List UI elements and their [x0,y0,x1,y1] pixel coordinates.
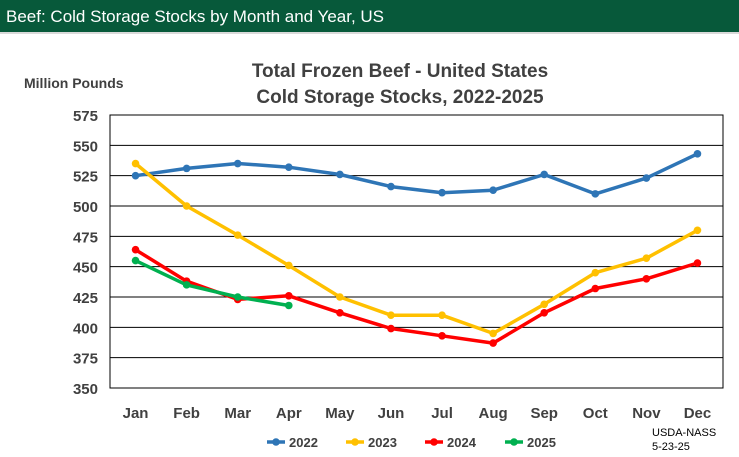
data-point-2024 [591,284,600,293]
data-point-2024 [540,308,549,317]
y-axis-label: Million Pounds [24,75,124,91]
x-tick-label: Jan [123,405,149,422]
plot-frame [109,114,724,389]
data-point-2024 [642,275,651,283]
source-date: 5-23-25 [652,441,690,453]
data-point-2022 [642,174,651,182]
data-point-2022 [182,164,191,173]
data-point-2025 [233,293,242,301]
data-point-2024 [284,291,293,300]
x-tick-label: Oct [583,405,608,422]
legend-marker-2025 [510,438,518,446]
data-point-2024 [387,324,395,333]
data-point-2022 [284,163,293,171]
y-tick-label: 400 [73,320,98,337]
source-note: USDA-NASS 5-23-25 [652,426,716,454]
header-banner: Beef: Cold Storage Stocks by Month and Y… [0,0,739,34]
data-point-2022 [489,186,497,195]
legend-label-2023: 2023 [368,435,397,450]
data-point-2024 [336,308,344,317]
data-point-2024 [438,332,446,340]
legend-label-2024: 2024 [447,435,477,450]
y-tick-label: 575 [73,108,98,125]
data-point-2025 [131,256,140,265]
x-tick-label: Mar [224,405,251,422]
x-tick-label: Sep [530,405,558,422]
y-tick-label: 500 [73,199,98,216]
series-line-2025 [133,258,291,308]
y-tick-label: 425 [73,290,98,307]
x-tick-label: Jul [431,405,453,422]
data-point-2022 [438,188,446,197]
y-tick-label: 350 [73,381,98,398]
legend-label-2025: 2025 [527,435,556,450]
chart-subtitle: Cold Storage Stocks, 2022-2025 [256,87,544,108]
data-point-2025 [284,301,293,310]
x-tick-label: May [325,405,355,422]
data-point-2023 [693,226,702,235]
x-tick-label: Aug [479,405,508,422]
data-point-2023 [336,293,344,301]
legend-label-2022: 2022 [289,435,318,450]
data-point-2022 [693,150,702,158]
series-line-2022 [133,152,700,196]
data-point-2023 [284,261,293,270]
y-tick-label: 550 [73,138,98,155]
x-tick-label: Dec [684,405,712,422]
data-point-2024 [693,259,702,267]
data-point-2023 [540,300,549,309]
y-tick-label: 475 [73,229,98,246]
x-tick-label: Jun [378,405,405,422]
data-point-2023 [591,268,600,277]
legend-marker-2022 [272,438,280,446]
data-point-2023 [131,159,140,168]
data-point-2023 [489,329,497,338]
chart-title: Total Frozen Beef - United States [251,61,549,82]
data-point-2022 [387,182,395,191]
data-point-2025 [182,281,191,289]
data-point-2024 [489,339,497,347]
data-point-2022 [131,171,140,180]
source-agency: USDA-NASS [652,427,717,439]
series-line-2023 [133,161,700,336]
data-point-2022 [233,159,242,168]
data-point-2023 [438,311,446,320]
x-tick-label: Nov [632,405,661,422]
legend-marker-2023 [351,438,359,446]
data-point-2023 [387,311,395,320]
y-tick-label: 525 [73,169,98,186]
data-point-2022 [336,170,344,179]
header-title: Beef: Cold Storage Stocks by Month and Y… [6,7,385,26]
data-point-2024 [131,245,140,254]
y-tick-label: 450 [73,260,98,277]
x-tick-label: Feb [173,405,200,422]
data-point-2022 [591,190,600,198]
legend-marker-2024 [430,438,438,446]
data-point-2022 [540,170,549,179]
x-tick-label: Apr [276,405,302,422]
data-point-2023 [233,231,242,239]
series-line-2024 [133,247,700,345]
data-point-2023 [642,254,651,262]
data-point-2023 [182,202,191,210]
y-tick-label: 375 [73,351,98,368]
